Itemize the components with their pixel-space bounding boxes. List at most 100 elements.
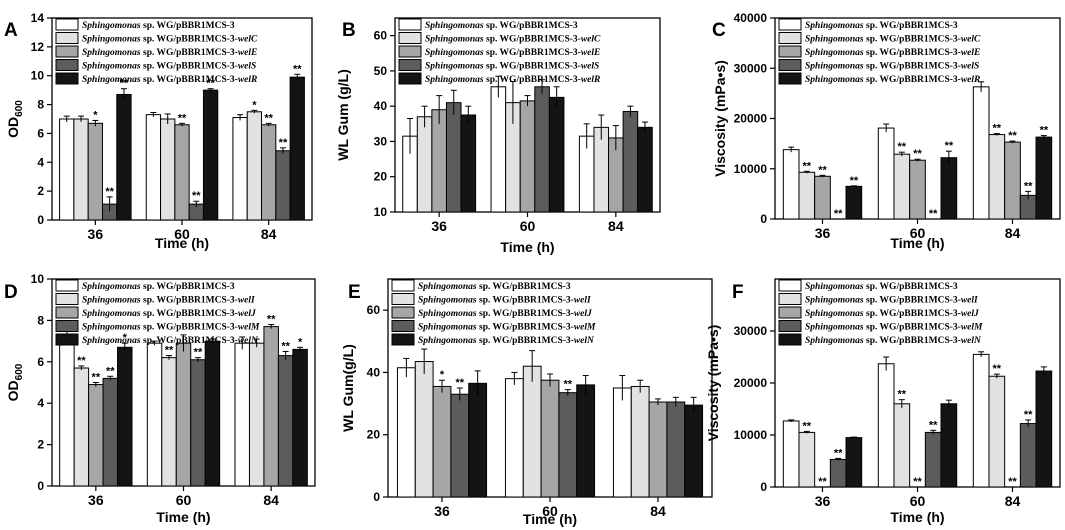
y-tick-label: 2 — [37, 184, 44, 198]
legend-entry: Sphingomonas sp. WG/pBBR1MCS-3-welS — [82, 62, 256, 72]
y-tick-label: 6 — [37, 126, 44, 140]
significance-mark: * — [440, 369, 445, 381]
bar-d-s4-84 — [277, 355, 294, 487]
bar-a-s2-36 — [73, 118, 89, 221]
significance-mark: ** — [106, 365, 115, 377]
bar-a-s5-84 — [289, 76, 305, 221]
y-tick-label: 40 — [367, 365, 381, 379]
bar-c-s3-60 — [909, 159, 926, 220]
bar-c-s2-36 — [798, 171, 816, 220]
y-tick-label: 10 — [31, 69, 45, 83]
y-axis-title: OD600 — [5, 100, 25, 138]
y-tick-label: 60 — [367, 303, 381, 317]
significance-mark: ** — [279, 137, 288, 149]
legend-entry: Sphingomonas sp. WG/pBBR1MCS-3-welM — [418, 323, 596, 333]
legend-swatch — [55, 72, 79, 85]
bar-e-s3-36 — [432, 385, 452, 498]
legend-swatch — [391, 293, 415, 305]
bar-f-s5-84 — [1035, 370, 1053, 488]
legend-swatch — [55, 18, 79, 31]
bar-f-s1-36 — [782, 420, 800, 488]
y-tick-label: 0 — [37, 213, 44, 227]
bar-d-s1-36 — [59, 334, 75, 487]
panel-f: F 0 10000 20000 30000 Viscosity (mPa•s) Time (… — [705, 278, 1061, 525]
panel-letter: C — [712, 20, 726, 41]
bar-a-s3-60 — [174, 124, 190, 221]
y-tick-label: 30000 — [734, 61, 768, 75]
y-tick-label: 30 — [374, 134, 388, 148]
significance-mark: ** — [1024, 409, 1033, 421]
significance-mark: ** — [192, 190, 201, 202]
panel-c: C 0 10000 20000 30000 40000 Viscosity (mPa•s) T… — [712, 11, 1061, 251]
bar-b-s3-36 — [431, 109, 447, 213]
legend-entry: Sphingomonas sp. WG/pBBR1MCS-3 — [82, 21, 235, 31]
y-axis-title-subscript: 600 — [14, 363, 25, 380]
y-tick-label: 10000 — [734, 162, 768, 176]
significance-mark: * — [123, 332, 128, 344]
significance-mark: ** — [913, 476, 922, 488]
y-axis-title: Viscosity (mPa•s) — [705, 325, 721, 442]
bar-a-s3-84 — [261, 124, 277, 221]
y-tick-label: 8 — [37, 98, 44, 112]
bar-b-s5-60 — [548, 96, 565, 213]
bar-c-s1-84 — [972, 86, 990, 220]
bar-a-s5-36 — [116, 93, 132, 221]
legend-swatch — [398, 18, 422, 31]
bar-e-s5-60 — [576, 384, 596, 498]
legend-entry: Sphingomonas sp. WG/pBBR1MCS-3 — [418, 282, 571, 292]
bar-e-s1-84 — [612, 387, 632, 498]
bar-e-s3-60 — [540, 379, 560, 498]
y-tick-label: 2 — [37, 438, 44, 452]
y-tick-label: 12 — [31, 40, 45, 54]
bar-c-s3-36 — [814, 175, 831, 220]
panel-letter: E — [348, 282, 361, 303]
bar-a-s1-60 — [145, 114, 162, 221]
bar-c-s3-84 — [1004, 141, 1021, 220]
legend-entry: Sphingomonas sp. WG/pBBR1MCS-3 — [82, 282, 235, 292]
legend-entry: Sphingomonas sp. WG/pBBR1MCS-3-welS — [425, 62, 599, 72]
legend-entry: Sphingomonas sp. WG/pBBR1MCS-3-welR — [425, 75, 600, 85]
bar-e-s1-60 — [504, 378, 524, 498]
y-tick-label: 0 — [373, 490, 380, 504]
significance-mark: ** — [850, 175, 859, 187]
x-axis-title: Time (h) — [500, 239, 554, 255]
x-tick-label: 36 — [815, 225, 831, 241]
legend-entry: Sphingomonas sp. WG/pBBR1MCS-3-welJ — [82, 309, 256, 319]
x-tick-label: 36 — [88, 492, 104, 508]
legend-entry: Sphingomonas sp. WG/pBBR1MCS-3-welR — [805, 75, 980, 85]
y-tick-label: 4 — [37, 396, 44, 410]
x-tick-label: 84 — [608, 218, 624, 234]
y-tick-label: 0 — [37, 479, 44, 493]
legend-entry: Sphingomonas sp. WG/pBBR1MCS-3-welR — [82, 75, 257, 85]
y-axis-title: Viscosity (mPa•s) — [712, 60, 728, 177]
legend-swatch — [55, 306, 79, 319]
x-axis-title: Time (h) — [890, 235, 944, 251]
legend-swatch — [391, 306, 415, 319]
significance-mark: ** — [281, 340, 290, 352]
y-tick-label: 0 — [760, 480, 767, 494]
bar-a-s3-36 — [87, 122, 103, 221]
bar-e-s2-84 — [630, 385, 650, 498]
x-axis-title: Time (h) — [890, 509, 944, 525]
legend-entry: Sphingomonas sp. WG/pBBR1MCS-3-welE — [805, 48, 980, 58]
legend-swatch — [778, 306, 802, 319]
y-tick-label: 8 — [37, 313, 44, 327]
significance-mark: ** — [105, 186, 114, 198]
legend-swatch — [55, 333, 79, 346]
significance-mark: ** — [818, 164, 827, 176]
x-tick-label: 60 — [910, 493, 926, 509]
x-tick-label: 36 — [431, 218, 447, 234]
bar-b-s4-36 — [445, 102, 462, 213]
bar-d-s4-36 — [102, 377, 119, 487]
legend-swatch — [398, 59, 422, 71]
legend-swatch — [778, 18, 802, 31]
legend-swatch — [778, 333, 802, 346]
bar-d-s1-60 — [146, 342, 163, 487]
significance-mark: ** — [993, 123, 1002, 135]
y-tick-label: 20 — [374, 170, 388, 184]
significance-mark: ** — [293, 63, 302, 75]
x-tick-label: 60 — [520, 218, 536, 234]
y-tick-label: 50 — [374, 64, 388, 78]
bar-d-s5-60 — [204, 340, 221, 487]
